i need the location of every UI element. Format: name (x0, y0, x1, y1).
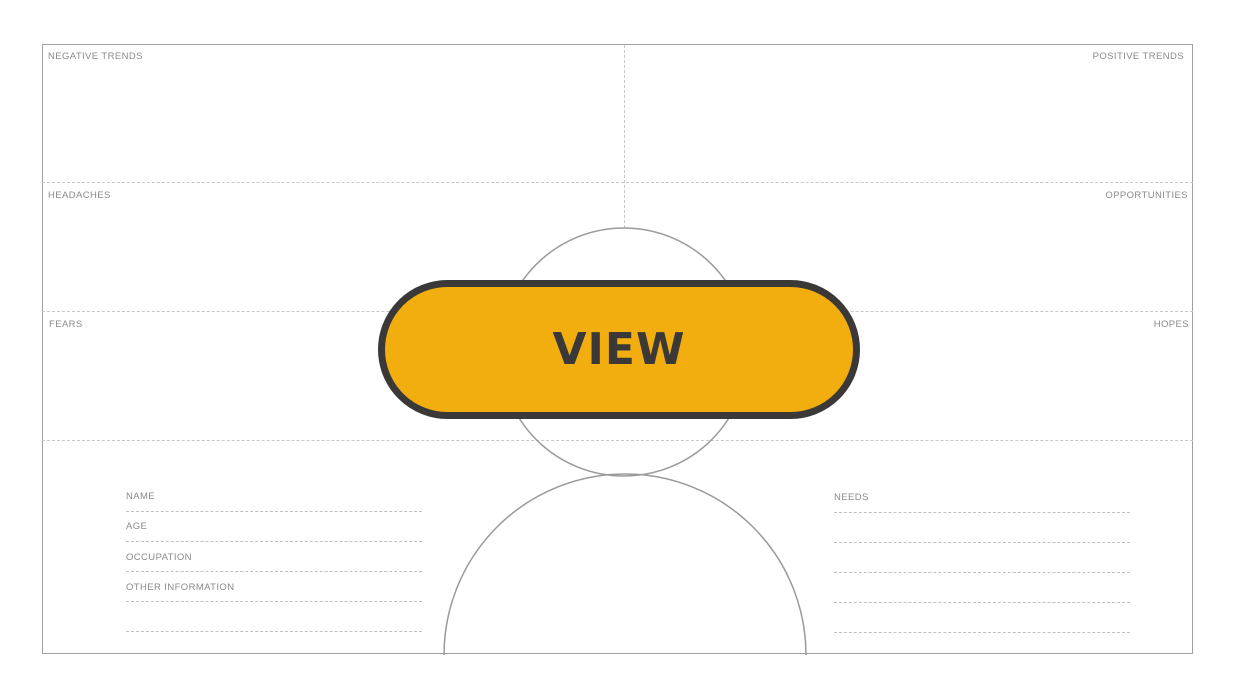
occupation-field-line[interactable] (126, 571, 422, 572)
quadrant-vertical-divider (624, 45, 625, 228)
age-field-label: AGE (126, 521, 148, 532)
canvas-frame (42, 44, 1193, 654)
view-button[interactable]: VIEW (378, 280, 860, 419)
other-information-field-label: OTHER INFORMATION (126, 582, 235, 593)
row-divider-1 (42, 182, 1193, 183)
row-divider-3 (42, 440, 1193, 441)
other-information-field-line[interactable] (126, 601, 422, 602)
person-body (443, 473, 807, 656)
fears-label: FEARS (49, 319, 83, 330)
needs-line-5[interactable] (834, 632, 1130, 633)
occupation-field-label: OCCUPATION (126, 552, 192, 563)
needs-line-4[interactable] (834, 602, 1130, 603)
needs-line-3[interactable] (834, 572, 1130, 573)
needs-label: NEEDS (834, 492, 869, 503)
view-button-label: VIEW (552, 324, 686, 375)
negative-trends-label: NEGATIVE TRENDS (48, 51, 143, 62)
needs-line-2[interactable] (834, 542, 1130, 543)
hopes-label: HOPES (1153, 319, 1189, 330)
needs-line-1[interactable] (834, 512, 1130, 513)
positive-trends-label: POSITIVE TRENDS (1092, 51, 1184, 62)
extra-field-line[interactable] (126, 631, 422, 632)
headaches-label: HEADACHES (48, 190, 111, 201)
opportunities-label: OPPORTUNITIES (1105, 190, 1188, 201)
name-field-label: NAME (126, 491, 156, 502)
name-field-line[interactable] (126, 511, 422, 512)
age-field-line[interactable] (126, 541, 422, 542)
